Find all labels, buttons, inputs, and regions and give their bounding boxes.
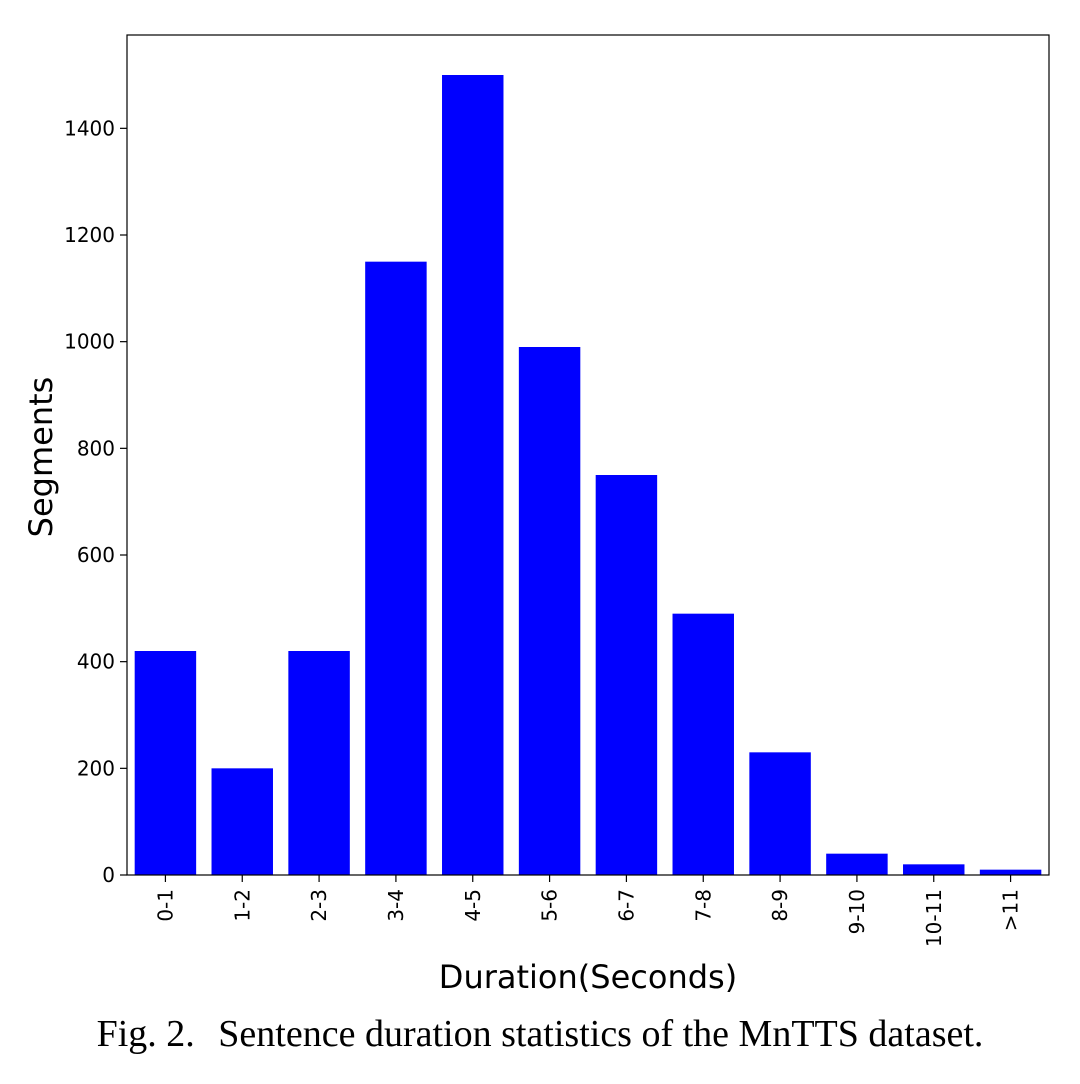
bar-chart: 0 200 400 600 800 1000 1200 1400 0-1 1-2 2-3 3-4 4-… [22, 34, 1050, 996]
figure-number: Fig. 2. [96, 1013, 195, 1055]
bar-6-7 [595, 475, 658, 875]
bar-4-5 [442, 75, 504, 875]
x-tick-label: 9-10 [845, 889, 869, 934]
y-tick-label: 800 [77, 436, 115, 460]
x-tick-label: 10-11 [922, 889, 946, 947]
bar-8-9 [749, 752, 811, 875]
bar-3-4 [365, 261, 427, 876]
y-axis-ticks: 0 200 400 600 800 1000 1200 1400 [64, 116, 127, 887]
bar-9-10 [826, 853, 888, 875]
bar-5-6 [518, 347, 581, 875]
x-tick-label: 5-6 [538, 889, 562, 922]
x-tick-label: 2-3 [307, 889, 331, 922]
y-tick-label: 400 [77, 650, 115, 674]
x-tick-label: >11 [999, 889, 1023, 931]
bar-7-8 [672, 613, 734, 875]
x-tick-label: 4-5 [461, 889, 485, 922]
y-tick-label: 0 [102, 863, 115, 887]
x-axis-ticks: 0-1 1-2 2-3 3-4 4-5 5-6 6-7 7-8 8-9 9-10 10-11 >11 [153, 875, 1023, 947]
bar-1-2 [211, 768, 273, 875]
y-tick-label: 200 [77, 756, 115, 780]
y-tick-label: 600 [77, 543, 115, 567]
bar-0-1 [134, 651, 197, 875]
bar-2-3 [288, 651, 350, 875]
x-tick-label: 8-9 [768, 889, 792, 922]
x-tick-label: 3-4 [384, 889, 408, 922]
bars-group [134, 75, 1042, 876]
x-axis-label: Duration(Seconds) [439, 958, 737, 996]
plot-frame [126, 34, 1050, 876]
figure-caption: Fig. 2. Sentence duration statistics of … [0, 1012, 1080, 1056]
y-axis-label: Segments [22, 377, 60, 538]
y-tick-label: 1000 [64, 330, 115, 354]
bar-10-11 [903, 864, 965, 875]
y-tick-label: 1400 [64, 116, 115, 140]
x-tick-label: 1-2 [230, 889, 254, 922]
x-tick-label: 6-7 [614, 889, 638, 922]
x-tick-label: 7-8 [691, 889, 715, 922]
x-tick-label: 0-1 [153, 889, 177, 922]
bar->11 [979, 869, 1042, 875]
y-tick-label: 1200 [64, 223, 115, 247]
figure-caption-text: Sentence duration statistics of the MnTT… [218, 1013, 984, 1055]
